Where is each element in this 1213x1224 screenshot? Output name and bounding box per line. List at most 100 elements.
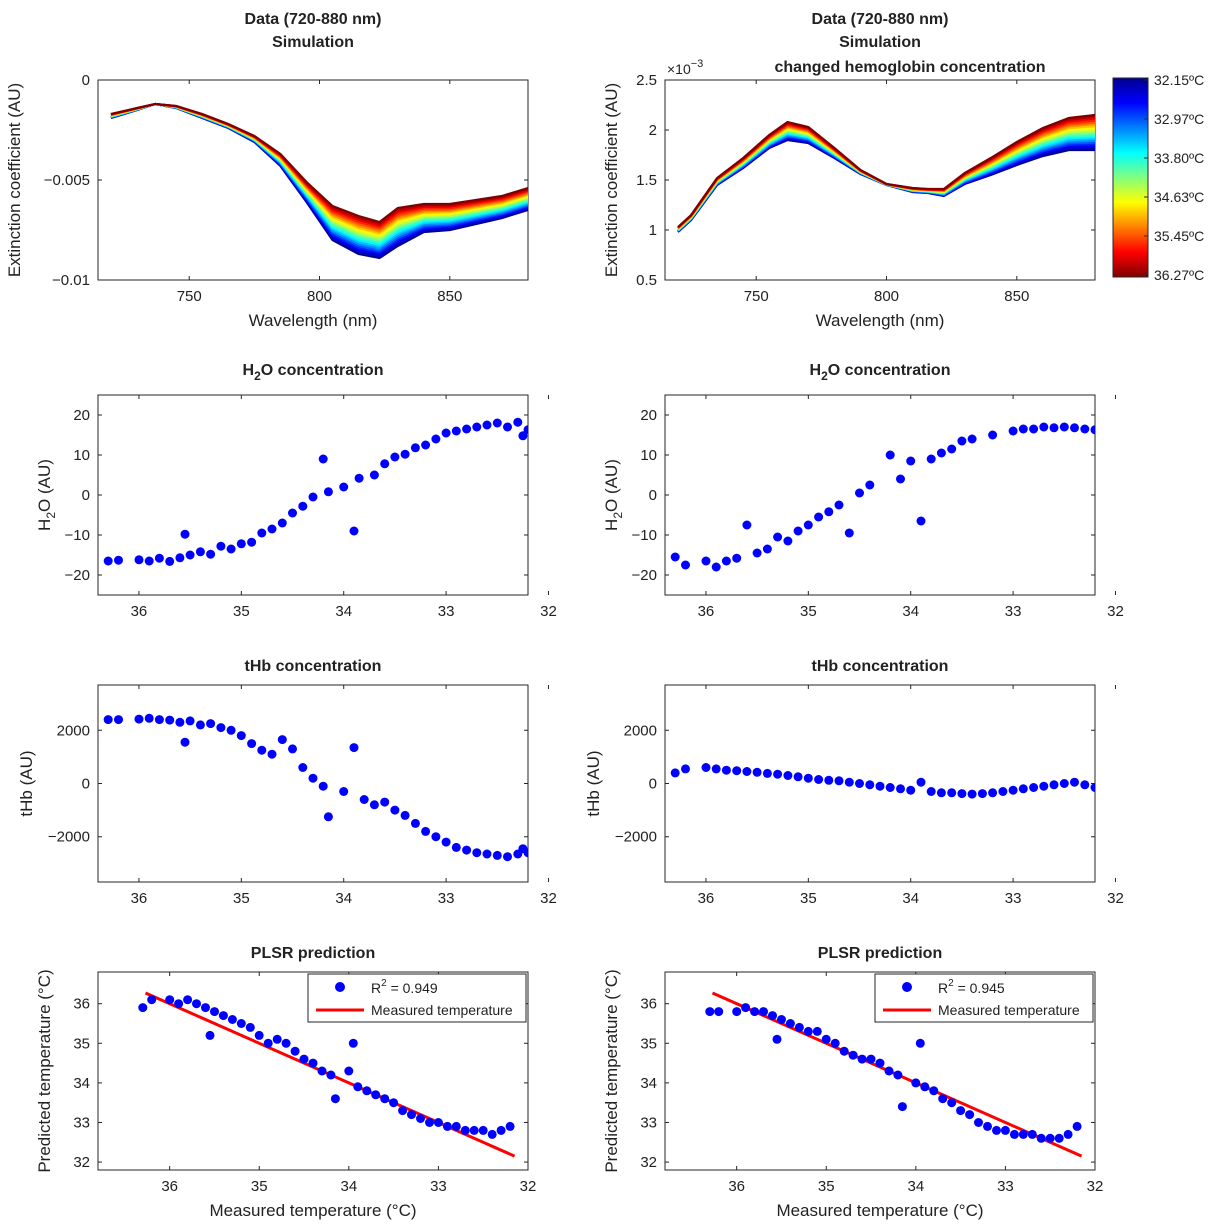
colorbar-tick-label: 36.27ºC [1154, 267, 1204, 283]
data-point [103, 715, 113, 725]
data-point [855, 488, 864, 498]
y-tick-label: −2000 [48, 829, 90, 846]
data-point [701, 763, 711, 772]
data-point [362, 1086, 372, 1096]
data-point [977, 789, 987, 799]
y-axis-label: Extinction coefficient (AU) [5, 83, 24, 277]
legend-box [874, 973, 1094, 1023]
y-tick-label: 0 [82, 72, 90, 89]
y-tick-label: −0.005 [44, 172, 90, 189]
chart-panel-6: 36 35 34 33 32 −2000 0 2000 tHb concentration tHb… [584, 658, 1124, 907]
data-point [957, 789, 967, 799]
data-point [505, 1121, 515, 1131]
y-tick-label: 10 [640, 447, 657, 464]
data-point [988, 788, 998, 798]
data-point [1008, 785, 1018, 795]
data-point [195, 547, 205, 557]
data-point [929, 1086, 939, 1096]
data-point [398, 1106, 408, 1116]
data-point [762, 544, 772, 554]
data-point [192, 999, 201, 1009]
data-point [992, 1125, 1001, 1135]
axis-exponent: ×10−3 [667, 58, 703, 77]
y-tick-label: −0.01 [52, 272, 90, 289]
data-point [206, 549, 216, 559]
plot-area [138, 991, 516, 1158]
data-point [844, 777, 854, 787]
data-point [318, 781, 328, 791]
data-point [974, 1118, 983, 1127]
data-point [371, 1090, 381, 1100]
data-point [267, 749, 277, 759]
chart-title: Data (720-880 nm) [812, 11, 949, 28]
data-point [460, 1125, 470, 1135]
data-point [410, 818, 420, 828]
data-point [441, 428, 451, 438]
data-point [503, 852, 512, 862]
data-point [323, 487, 333, 497]
data-point [865, 480, 875, 490]
x-tick-label: 33 [430, 1178, 447, 1195]
data-point [103, 556, 113, 566]
data-point [472, 848, 482, 858]
data-point [245, 1022, 255, 1032]
data-point [711, 764, 721, 774]
data-point [134, 714, 144, 724]
data-point [114, 555, 123, 565]
data-point [180, 737, 190, 747]
data-point [965, 1110, 975, 1120]
y-tick-label: −10 [65, 527, 90, 544]
data-point [421, 826, 431, 836]
data-point [906, 456, 916, 466]
data-point [752, 548, 762, 558]
data-point [957, 436, 967, 446]
data-point [277, 518, 287, 528]
data-point [183, 995, 193, 1005]
data-point [742, 767, 752, 776]
data-point [865, 780, 875, 790]
chart-subtitle: Simulation [272, 34, 354, 51]
x-tick-label: 35 [800, 603, 817, 620]
data-point [344, 1066, 354, 1076]
x-tick-label: 33 [1005, 890, 1022, 907]
y-tick-label: 1 [649, 222, 657, 239]
data-point [1049, 780, 1059, 790]
data-point [353, 1082, 363, 1092]
data-point [855, 779, 864, 788]
data-point [1080, 780, 1090, 790]
data-point [759, 1007, 768, 1017]
data-point [947, 444, 957, 454]
chart-panel-1: 750 800 850 −0.01 −0.005 0 Data (720-880 nm) Si… [5, 11, 529, 330]
y-axis-label: Predicted temperature (°C) [602, 969, 621, 1172]
data-point [195, 720, 205, 730]
data-point [185, 716, 195, 726]
data-point [956, 1106, 966, 1116]
data-point [478, 1125, 488, 1135]
x-tick-label: 32 [540, 603, 557, 620]
data-point [803, 1026, 813, 1036]
plot-area [670, 763, 1095, 799]
data-point [773, 532, 783, 542]
data-point [1008, 426, 1018, 436]
y-tick-label: 34 [640, 1075, 657, 1092]
data-point [185, 550, 195, 560]
x-tick-label: 36 [698, 603, 715, 620]
data-point [926, 787, 936, 796]
data-point [216, 541, 226, 551]
data-point [875, 1058, 885, 1068]
y-axis-label: tHb (AU) [17, 750, 36, 816]
x-tick-label: 35 [800, 890, 817, 907]
data-point [349, 526, 359, 536]
data-point [380, 797, 390, 807]
data-point [830, 1038, 840, 1048]
data-point [947, 788, 957, 798]
x-tick-label: 33 [438, 603, 455, 620]
data-point [288, 508, 297, 518]
data-point [431, 832, 441, 842]
data-point [988, 430, 998, 440]
x-axis-label: Measured temperature (°C) [209, 1201, 416, 1220]
data-point [1090, 425, 1095, 435]
plot-area [110, 102, 528, 260]
data-point [298, 501, 308, 511]
data-point [323, 812, 333, 822]
